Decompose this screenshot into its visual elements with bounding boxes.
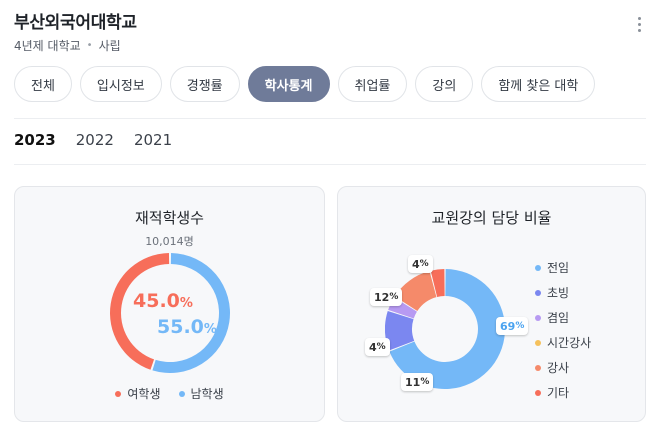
legend-dot <box>535 339 541 346</box>
faculty-legend: 전임 초빙 겸임 시간강사 강사 기타 <box>535 259 591 401</box>
header: 부산외국어대학교 4년제 대학교 • 사립 <box>14 6 646 58</box>
female-percent: 45.0% <box>133 290 193 312</box>
students-slice-1 <box>110 253 170 370</box>
legend-label: 기타 <box>547 386 570 400</box>
tab-admission[interactable]: 입시정보 <box>79 66 162 102</box>
more-options-icon[interactable] <box>632 14 646 34</box>
card-title: 재적학생수 <box>134 209 204 227</box>
legend-label: 여학생 <box>127 387 161 401</box>
year-2022[interactable]: 2022 <box>75 131 114 149</box>
legend-dot <box>535 314 541 321</box>
total-students: 10,014명 <box>145 235 194 248</box>
faculty-lecture-ratio-card: 교원강의 담당 비율 69% 11% 4% 12% 4% 전임 초빙 겸임 시간… <box>337 186 646 422</box>
tab-competition[interactable]: 경쟁률 <box>169 66 240 102</box>
legend-label: 초빙 <box>547 286 570 300</box>
enrolled-students-card: 재적학생수 10,014명 45.0% 55.0% 여학생 남학생 <box>14 186 325 422</box>
legend-dot <box>178 390 185 397</box>
faculty-slice-4 <box>394 271 437 312</box>
slice-label-adjunct: 4% <box>365 338 390 356</box>
meta-separator: • <box>86 40 93 51</box>
faculty-slice-1 <box>385 311 415 351</box>
legend-label: 전임 <box>547 261 570 275</box>
legend-item-parttime: 시간강사 <box>535 334 591 351</box>
legend-item-adjunct: 겸임 <box>535 309 591 326</box>
slice-label-instructor: 12% <box>370 288 403 306</box>
legend-dot <box>535 264 541 271</box>
legend-dot <box>535 389 541 396</box>
slice-label-invited: 11% <box>401 373 434 391</box>
divider <box>14 164 646 165</box>
students-slice-0 <box>152 253 230 373</box>
university-ownership: 사립 <box>98 39 121 53</box>
year-2021[interactable]: 2021 <box>133 131 173 149</box>
legend-item-other: 기타 <box>535 384 591 401</box>
legend-dot <box>115 390 122 397</box>
male-percent: 55.0% <box>157 316 217 338</box>
legend-dot <box>535 364 541 371</box>
slice-label-other: 4% <box>408 255 433 273</box>
card-title: 교원강의 담당 비율 <box>431 209 552 227</box>
legend-item-fulltime: 전임 <box>535 259 591 276</box>
university-type: 4년제 대학교 <box>14 39 81 53</box>
university-name: 부산외국어대학교 <box>14 13 137 33</box>
year-selector: 2023 2022 2021 <box>14 131 172 157</box>
faculty-slice-0 <box>389 269 505 389</box>
legend-item-instructor: 강사 <box>535 359 591 376</box>
divider <box>14 118 646 119</box>
tab-all[interactable]: 전체 <box>14 66 72 102</box>
university-meta: 4년제 대학교 • 사립 <box>14 37 121 54</box>
faculty-donut-chart <box>385 269 505 389</box>
legend-item-female: 여학생 <box>115 385 161 402</box>
year-2023[interactable]: 2023 <box>14 131 56 149</box>
legend-item-invited: 초빙 <box>535 284 591 301</box>
faculty-slice-5 <box>430 269 445 297</box>
tab-lectures[interactable]: 강의 <box>415 66 474 102</box>
legend-item-male: 남학생 <box>178 385 224 402</box>
legend-dot <box>535 289 541 296</box>
legend-label: 강사 <box>547 361 570 375</box>
legend-label: 남학생 <box>190 387 224 401</box>
tab-academic-stats[interactable]: 학사통계 <box>247 66 330 102</box>
legend-label: 겸임 <box>547 311 570 325</box>
students-donut-chart <box>110 253 230 373</box>
legend-label: 시간강사 <box>547 336 592 350</box>
category-tabs: 전체 입시정보 경쟁률 학사통계 취업률 강의 함께 찾은 대학 <box>14 66 596 102</box>
students-legend: 여학생 남학생 <box>15 385 324 402</box>
tab-employment[interactable]: 취업률 <box>337 66 408 102</box>
slice-label-fulltime: 69% <box>496 317 529 335</box>
tab-related-universities[interactable]: 함께 찾은 대학 <box>481 66 596 102</box>
